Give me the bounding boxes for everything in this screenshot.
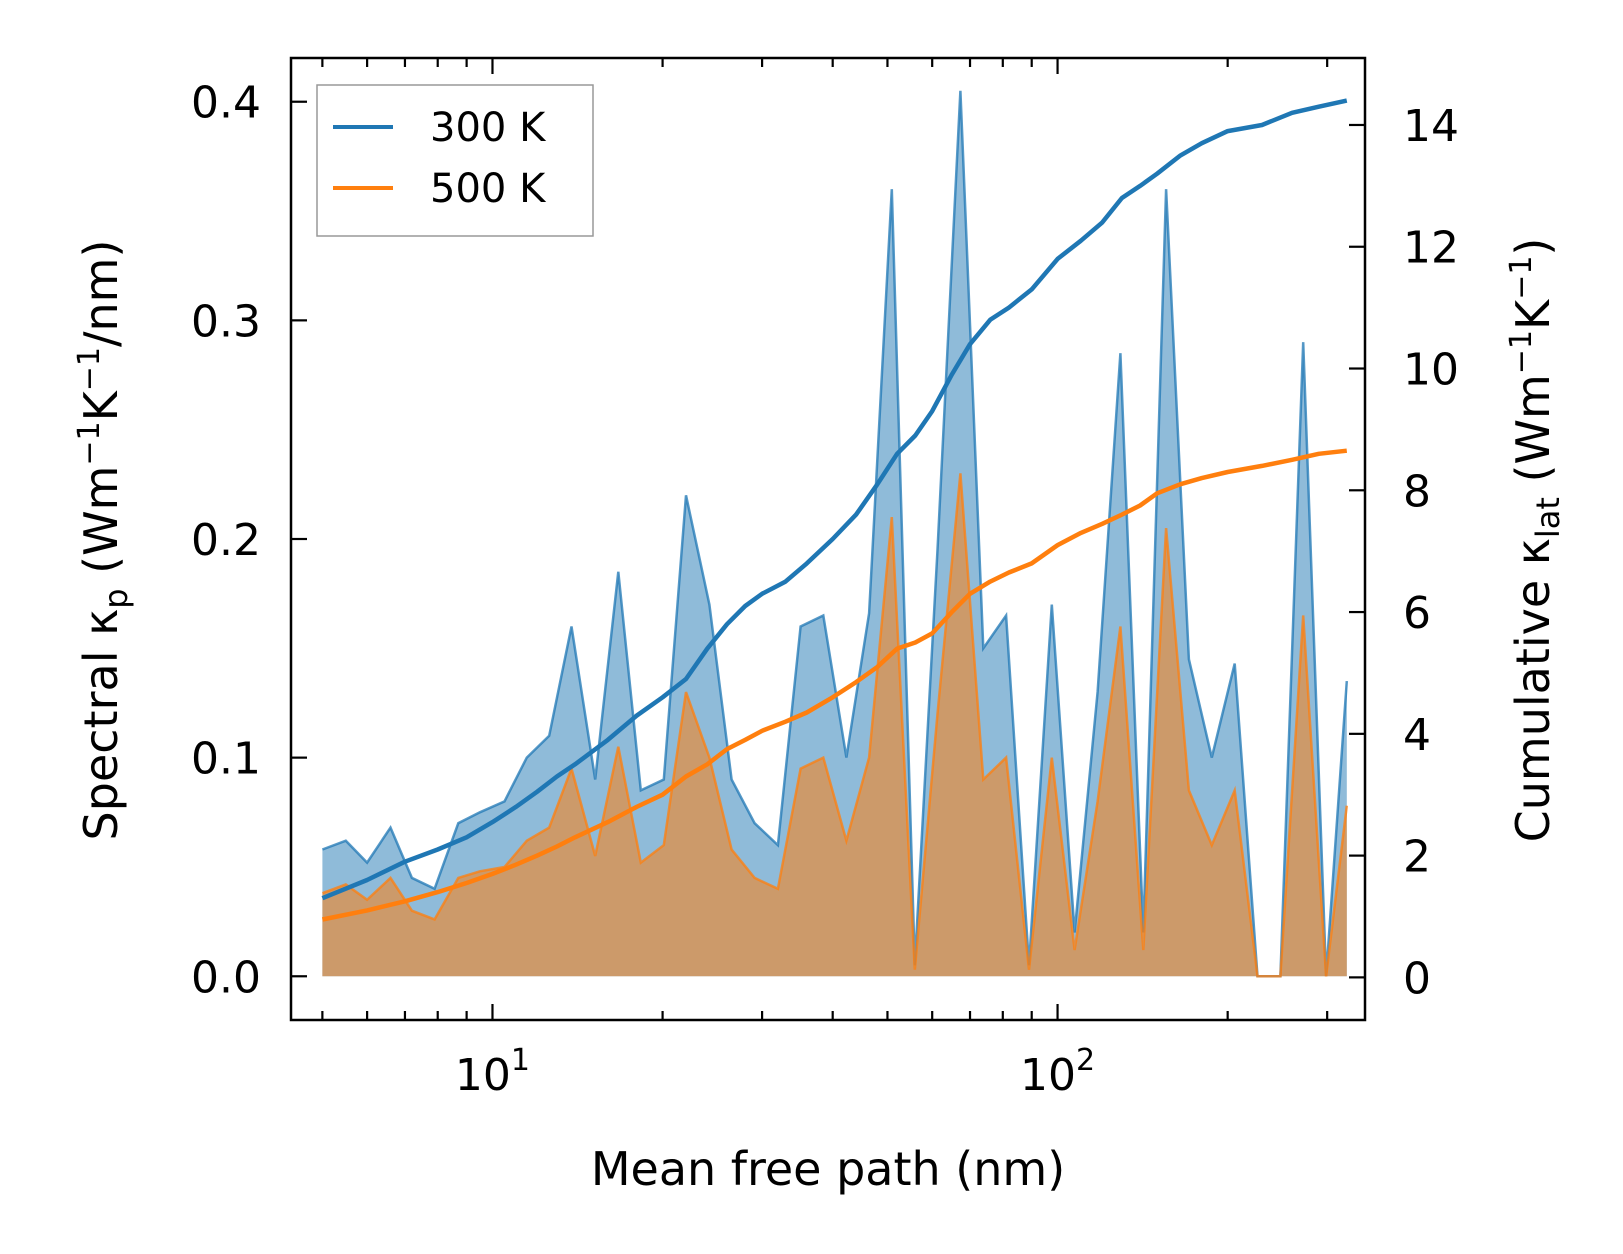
y-right-tick-label: 10 xyxy=(1403,345,1459,396)
x-tick-label: 101 xyxy=(455,1043,530,1101)
y-right-tick-label: 4 xyxy=(1403,710,1431,761)
axis-ticks xyxy=(291,58,1365,1020)
300-k-spectral-outline xyxy=(321,90,1349,978)
x-tick-label-exp: 2 xyxy=(1076,1043,1095,1078)
plot-frame xyxy=(289,56,1367,1022)
y-axis-right-label: Cumulative κlat (Wm−1K−1) xyxy=(1504,238,1567,843)
y-left-tick-label: 0.1 xyxy=(191,734,261,785)
svg-text:Cumulative κlat (Wm−1K−1): Cumulative κlat (Wm−1K−1) xyxy=(1504,238,1567,843)
x-tick-label-exp: 1 xyxy=(511,1043,530,1078)
legend-box xyxy=(316,84,594,237)
y-right-tick-label: 6 xyxy=(1403,588,1431,639)
y-left-tick-label: 0.0 xyxy=(191,952,261,1003)
x-tick-label-base: 10 xyxy=(455,1050,511,1101)
y-right-tick-label: 12 xyxy=(1403,223,1459,274)
y-axis-left-label: Spectral κp (Wm−1K−1/nm) xyxy=(72,240,135,841)
legend-label-300k: 300 K xyxy=(430,105,547,151)
300-k-spectral-area xyxy=(322,90,1347,977)
svg-text:Spectral κp (Wm−1K−1/nm): Spectral κp (Wm−1K−1/nm) xyxy=(72,240,135,841)
y-left-tick-label: 0.3 xyxy=(191,296,261,347)
cumulative-line-300-k xyxy=(321,98,1348,901)
legend: 300 K 500 K xyxy=(316,84,594,237)
x-axis-label: Mean free path (nm) xyxy=(591,1142,1065,1196)
cumulative-lines xyxy=(321,98,1348,922)
y-right-tick-label: 8 xyxy=(1403,466,1431,517)
y-right-tick-label: 0 xyxy=(1403,953,1431,1004)
x-tick-label: 102 xyxy=(1020,1043,1095,1101)
x-tick-label-base: 10 xyxy=(1020,1050,1076,1101)
y-right-tick-label: 14 xyxy=(1403,101,1459,152)
500-k-spectral-outline xyxy=(321,473,1349,978)
y-right-tick-label: 2 xyxy=(1403,832,1431,883)
y-left-tick-label: 0.2 xyxy=(191,515,261,566)
spectral-fills xyxy=(321,90,1349,978)
legend-label-500k: 500 K xyxy=(430,166,547,212)
y-left-tick-label: 0.4 xyxy=(191,78,261,129)
cumulative-line-500-k xyxy=(321,448,1348,922)
